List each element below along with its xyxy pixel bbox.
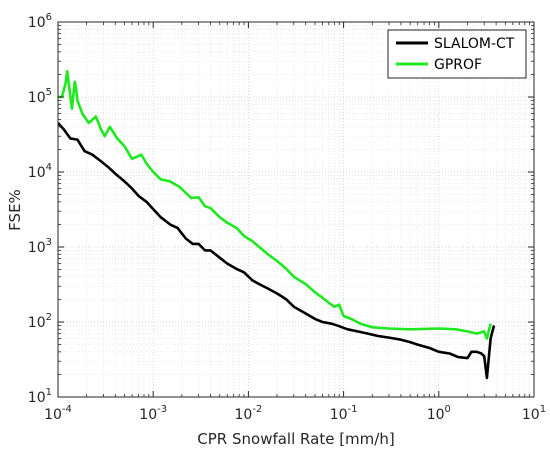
plot-area [58, 22, 534, 397]
y-tick-label: 103 [28, 237, 52, 256]
legend-label-slalom-ct: SLALOM-CT [434, 36, 515, 52]
y-tick-label: 101 [28, 387, 52, 406]
x-tick-label: 101 [522, 404, 546, 423]
legend-box [387, 29, 527, 79]
y-tick-label: 104 [28, 162, 52, 181]
series-line-gprof [58, 70, 492, 340]
x-axis-label: CPR Snowfall Rate [mm/h] [197, 430, 394, 448]
plot-frame [57, 21, 535, 398]
y-tick-label: 106 [28, 12, 52, 31]
x-tick-label: 10-1 [330, 404, 358, 423]
series-line-slalom-ct [58, 122, 496, 380]
legend: SLALOM-CT GPROF [387, 29, 527, 79]
series-layer [58, 70, 496, 380]
x-tick-label: 10-4 [44, 404, 72, 423]
legend-label-gprof: GPROF [434, 57, 482, 73]
x-tick-label: 10-2 [234, 404, 262, 423]
y-tick-labels: 101 102 103 104 105 106 [28, 12, 52, 406]
y-tick-label: 102 [28, 312, 52, 331]
y-axis-label: FSE% [6, 189, 24, 231]
x-tick-label: 100 [427, 404, 451, 423]
x-tick-labels: 10-4 10-3 10-2 10-1 100 101 [44, 404, 546, 423]
axis-ticks [57, 21, 535, 398]
x-tick-label: 10-3 [139, 404, 167, 423]
y-tick-label: 105 [28, 87, 52, 106]
